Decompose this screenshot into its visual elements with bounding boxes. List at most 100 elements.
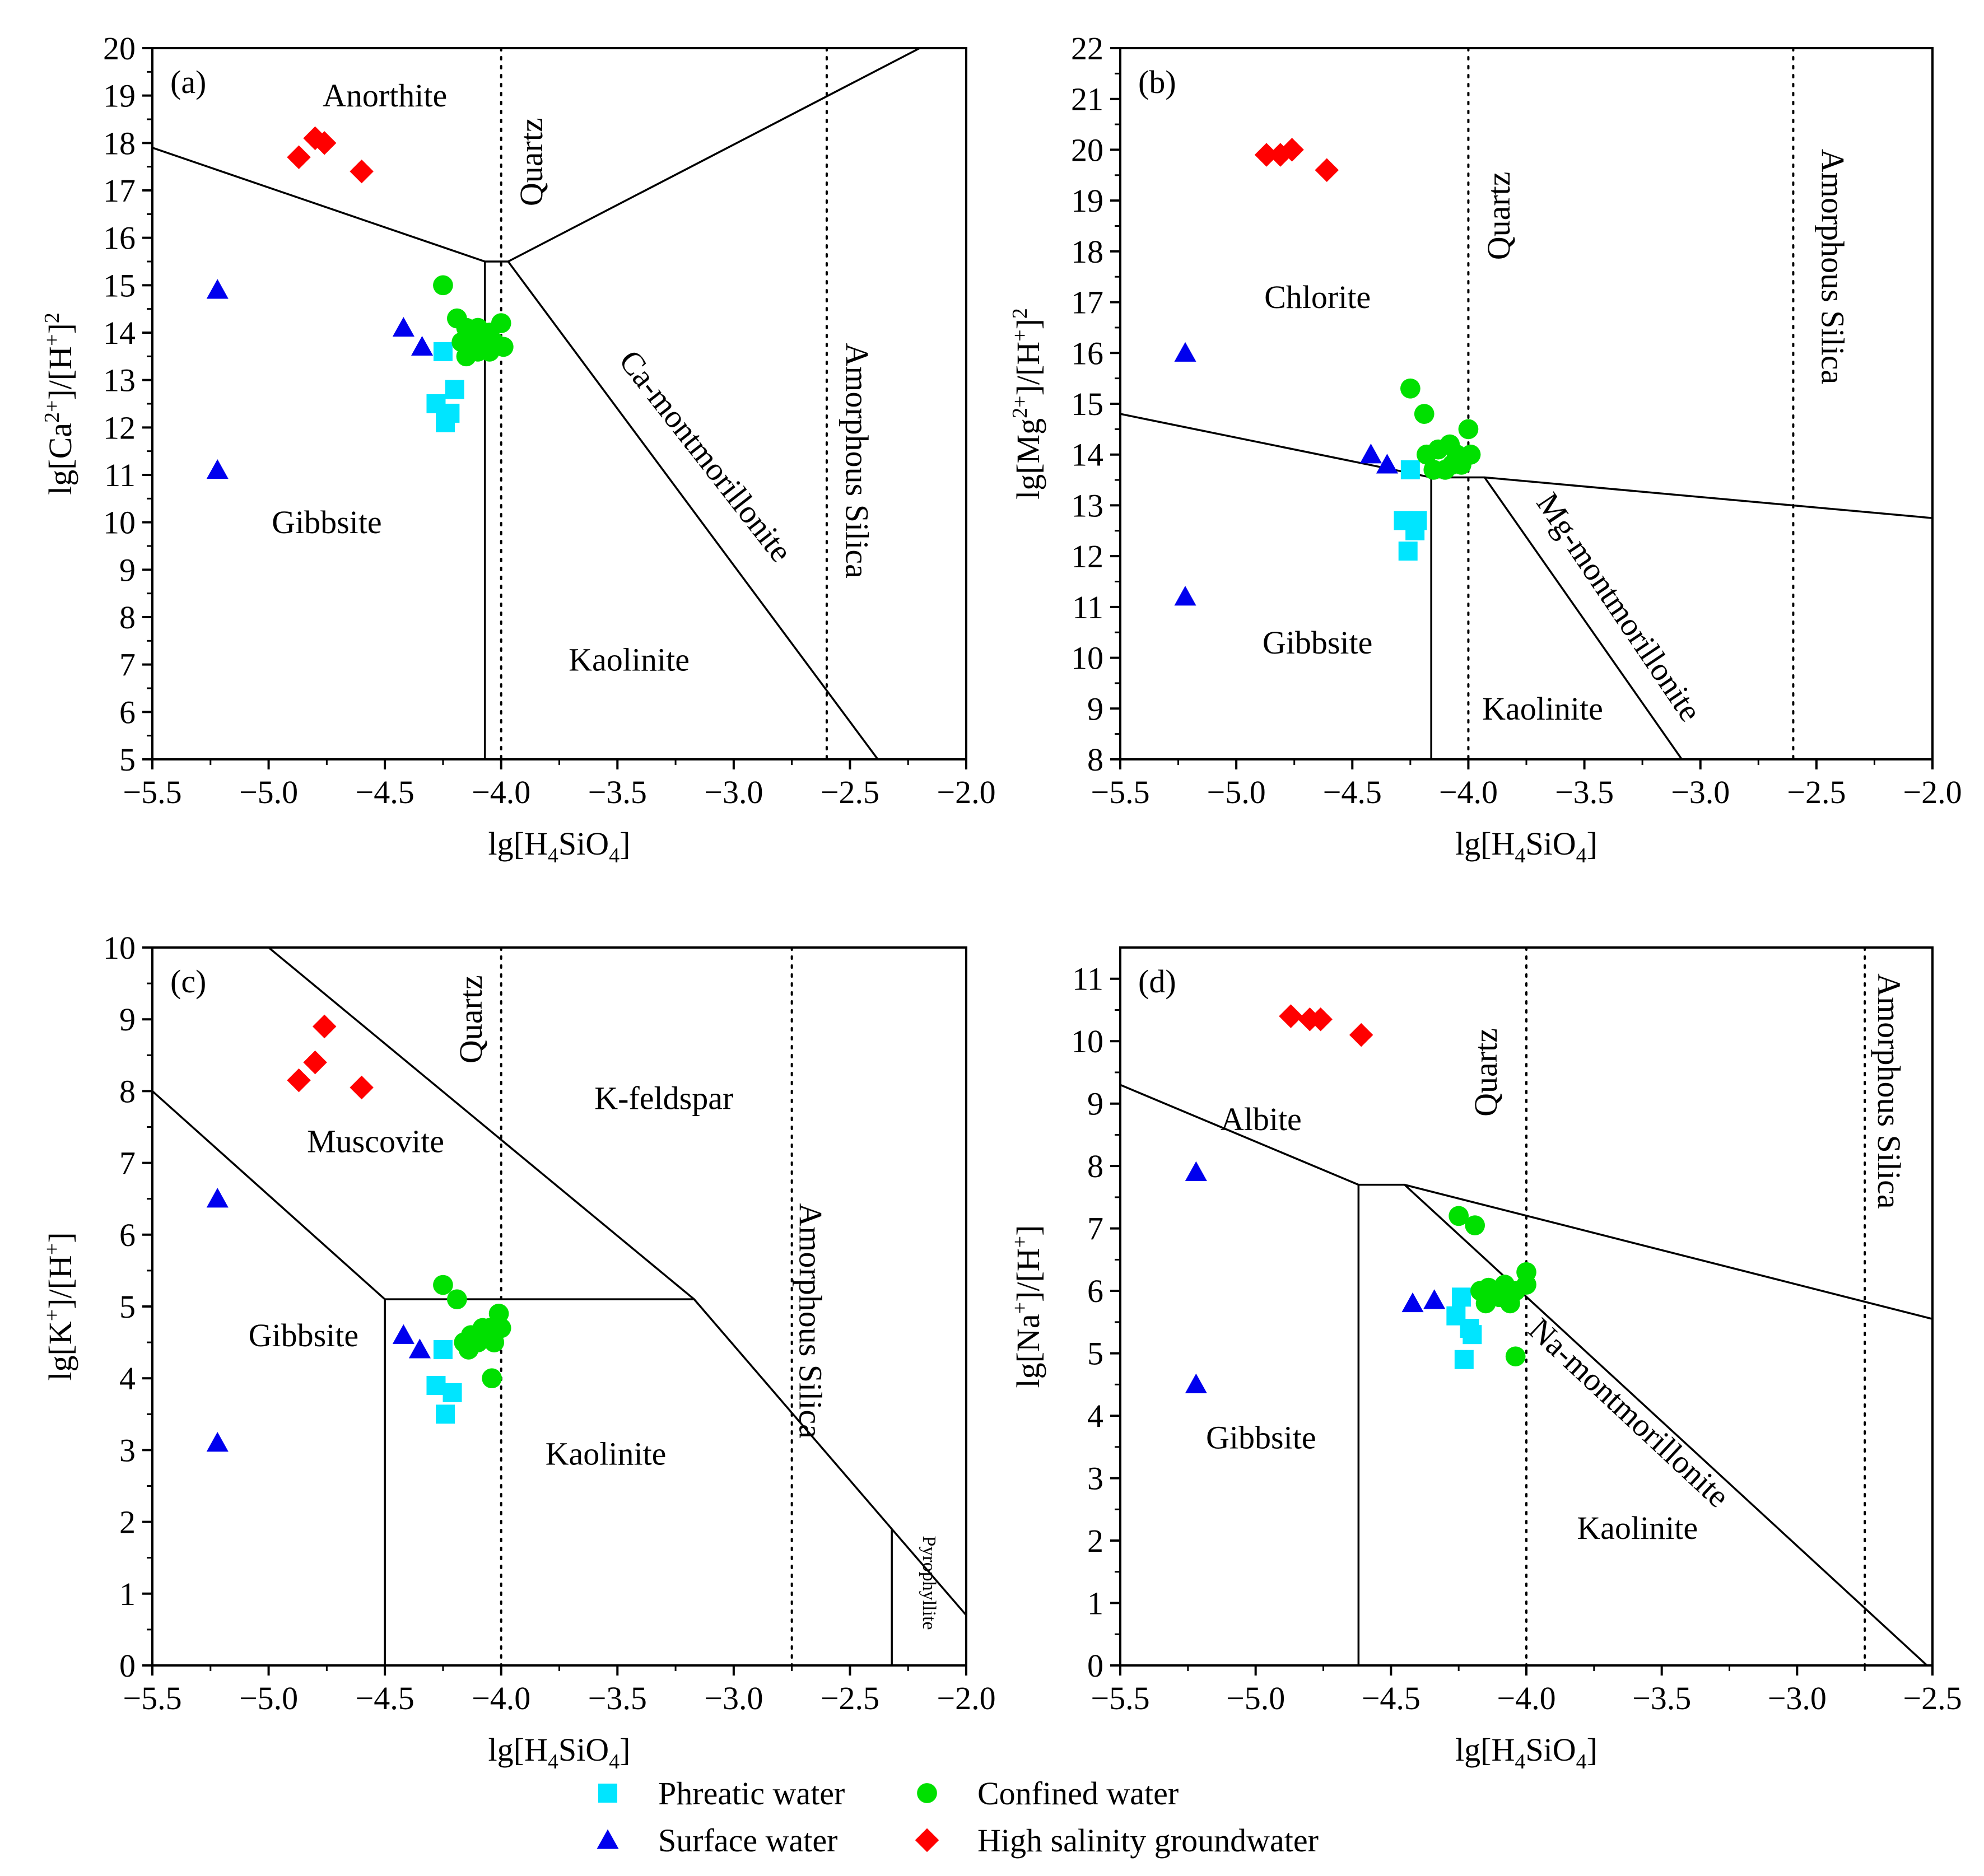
- y-axis-title-part: ]/[H: [1010, 1248, 1046, 1302]
- legend-item-phreatic: Phreatic water: [598, 1775, 845, 1812]
- data-point-surface: [206, 279, 229, 299]
- y-tick-label: 12: [1071, 538, 1103, 575]
- region-label: Muscovite: [307, 1123, 444, 1160]
- y-tick-label: 6: [1087, 1273, 1103, 1309]
- y-tick-label: 10: [103, 930, 136, 966]
- legend-label-high: High salinity groundwater: [977, 1822, 1319, 1859]
- data-point-high: [1254, 143, 1279, 167]
- y-tick-label: 3: [119, 1432, 136, 1468]
- x-axis-title-part: lg[H: [488, 825, 548, 862]
- y-axis-title-superscript: 2: [1008, 308, 1032, 319]
- legend-item-surface: Surface water: [597, 1822, 837, 1859]
- boundary-line: [1404, 1184, 1928, 1665]
- data-point-phreatic: [445, 380, 464, 399]
- y-tick-label: 2: [119, 1504, 136, 1541]
- data-point-confined: [1400, 378, 1421, 399]
- y-axis-title-part: ]: [42, 1232, 78, 1243]
- region-label: Albite: [1221, 1101, 1302, 1137]
- data-point-confined: [1500, 1293, 1520, 1314]
- region-label: Amorphous Silica: [1814, 149, 1851, 384]
- x-axis-title-subscript: 4: [609, 1750, 620, 1774]
- y-axis-title-part: ]: [1010, 1225, 1046, 1236]
- x-tick-label: −5.5: [1091, 1680, 1149, 1716]
- x-axis-title-part: ]: [620, 1732, 630, 1768]
- data-markers: [1185, 1004, 1536, 1393]
- y-tick-label: 18: [103, 125, 136, 161]
- data-point-confined: [1465, 1215, 1485, 1235]
- x-axis-title-part: ]: [1587, 825, 1598, 862]
- data-point-surface: [411, 335, 434, 356]
- legend-marker-phreatic: [598, 1784, 617, 1803]
- region-label: Gibbsite: [1206, 1420, 1316, 1456]
- data-point-high: [1279, 1004, 1303, 1028]
- x-tick-label: −5.5: [1091, 774, 1149, 810]
- y-tick-label: 11: [1072, 961, 1103, 997]
- x-axis-title-part: SiO: [1525, 1732, 1576, 1768]
- data-point-confined: [1442, 455, 1463, 475]
- data-point-confined: [1458, 419, 1479, 440]
- x-tick-label: −2.5: [821, 774, 879, 810]
- data-point-phreatic: [433, 342, 453, 361]
- y-tick-label: 0: [1087, 1648, 1103, 1684]
- legend-label-confined: Confined water: [977, 1775, 1179, 1812]
- x-tick-label: −3.5: [1555, 774, 1614, 810]
- data-point-high: [350, 1075, 374, 1100]
- region-label: Kaolinite: [546, 1435, 667, 1472]
- x-tick-label: −4.0: [472, 1680, 530, 1716]
- y-axis-title-part: lg[Na: [1010, 1314, 1046, 1388]
- y-axis-title-part: ]/[H: [42, 346, 78, 400]
- y-tick-label: 13: [1071, 487, 1103, 524]
- y-tick-label: 9: [1087, 1086, 1103, 1122]
- y-axis-title-part: ]/[H: [1010, 342, 1046, 396]
- y-tick-label: 4: [1087, 1398, 1103, 1434]
- y-tick-label: 6: [119, 694, 136, 730]
- data-markers: [206, 1014, 511, 1452]
- y-axis-title-part: lg[Mg: [1010, 418, 1046, 500]
- y-tick-label: 3: [1087, 1460, 1103, 1497]
- region-label: Quartz: [453, 975, 489, 1063]
- data-point-high: [287, 145, 311, 169]
- panel-tag: (b): [1138, 64, 1176, 100]
- y-tick-label: 8: [119, 1073, 136, 1109]
- data-point-confined: [446, 1289, 467, 1310]
- y-tick-label: 18: [1071, 234, 1103, 270]
- x-tick-label: −5.0: [239, 774, 298, 810]
- x-tick-label: −5.0: [239, 1680, 298, 1716]
- y-tick-label: 10: [103, 505, 136, 541]
- y-axis-title-superscript: +: [1008, 1302, 1032, 1314]
- y-tick-label: 8: [1087, 741, 1103, 778]
- data-point-surface: [1359, 444, 1382, 464]
- region-label: Pyrophyllite: [919, 1536, 939, 1630]
- y-axis-title-superscript: 2+: [40, 400, 64, 423]
- x-axis-title: lg[H4SiO4]: [1455, 1732, 1598, 1774]
- y-tick-label: 1: [119, 1576, 136, 1612]
- data-point-confined: [482, 1368, 502, 1389]
- y-tick-label: 1: [1087, 1585, 1103, 1622]
- data-point-phreatic: [1405, 521, 1425, 540]
- data-point-confined: [456, 346, 477, 367]
- x-tick-label: −3.5: [1632, 1680, 1691, 1716]
- region-label: Anorthite: [323, 77, 447, 114]
- data-point-confined: [468, 1332, 488, 1352]
- panel-tag: (c): [170, 963, 206, 1000]
- x-axis-title-subscript: 4: [1576, 1750, 1587, 1774]
- x-tick-label: −2.5: [1787, 774, 1846, 810]
- data-point-high: [312, 131, 337, 155]
- y-tick-label: 21: [1071, 81, 1103, 118]
- x-tick-label: −3.0: [704, 1680, 763, 1716]
- data-point-phreatic: [433, 1340, 453, 1359]
- y-tick-label: 10: [1071, 640, 1103, 676]
- y-tick-label: 17: [103, 172, 136, 209]
- y-tick-label: 6: [119, 1217, 136, 1253]
- y-tick-label: 5: [119, 741, 136, 778]
- boundary-line: [1120, 413, 1932, 519]
- data-point-surface: [1174, 586, 1196, 606]
- y-tick-label: 10: [1071, 1023, 1103, 1060]
- x-axis-title-subscript: 4: [1576, 844, 1587, 867]
- region-label: Gibbsite: [1263, 624, 1373, 661]
- x-axis-title: lg[H4SiO4]: [488, 1732, 631, 1774]
- y-axis-title-superscript: +: [40, 334, 64, 346]
- x-tick-label: −3.0: [1671, 774, 1730, 810]
- boundary-lines: [1120, 1084, 1932, 1665]
